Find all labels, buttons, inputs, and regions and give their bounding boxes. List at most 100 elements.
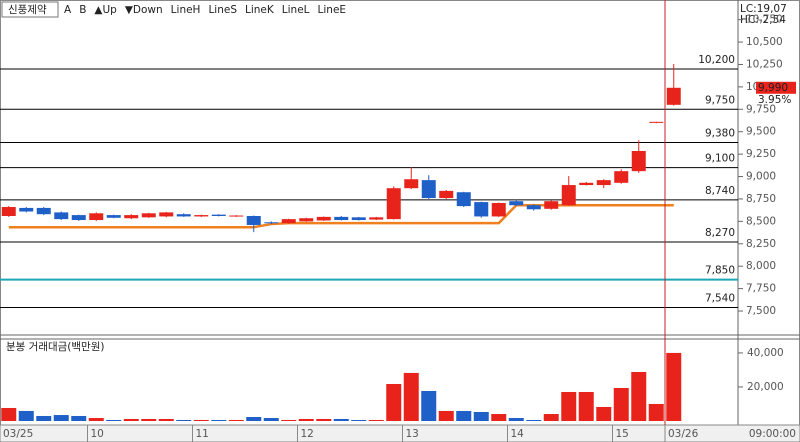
volume-bar xyxy=(141,418,157,421)
volume-bar xyxy=(596,406,612,421)
volume-bar xyxy=(316,418,332,421)
y-tick-label: 9,250 xyxy=(746,148,776,160)
volume-bar xyxy=(473,411,489,421)
x-tick-label: 14 xyxy=(511,428,525,440)
y-tick-label: 10,500 xyxy=(746,36,783,48)
volume-bar xyxy=(18,410,34,421)
volume-bar xyxy=(176,419,192,421)
stat-label: LC:19,07 xyxy=(740,3,787,15)
candle-body xyxy=(176,214,191,217)
candle-body xyxy=(36,207,51,215)
candle-body xyxy=(316,216,331,221)
time-label: 09:00:00 xyxy=(749,428,796,440)
candle-body xyxy=(614,171,629,183)
candle-body xyxy=(491,202,506,217)
y-tick-label: 9,500 xyxy=(746,126,776,138)
stock-name-box xyxy=(1,1,59,18)
y-tick-label: 10,750 xyxy=(746,14,783,26)
level-label: 9,750 xyxy=(705,94,735,106)
level-label: 10,200 xyxy=(698,54,735,66)
current-price: 9,990 xyxy=(758,82,788,94)
volume-bar xyxy=(88,418,104,421)
level-label: 9,100 xyxy=(705,153,735,165)
candle-body xyxy=(194,215,209,217)
candle-body xyxy=(211,214,226,216)
volume-bar xyxy=(648,403,664,421)
candle-body xyxy=(106,215,121,218)
current-price-box xyxy=(756,81,796,94)
volume-bar xyxy=(158,418,174,421)
stat-label: HC:-2,54 xyxy=(740,14,786,26)
candle-body xyxy=(71,215,86,221)
current-change: 3.95% xyxy=(758,94,791,106)
volume-bar xyxy=(386,383,402,421)
y-tick-label: 8,250 xyxy=(746,238,776,250)
candle-body xyxy=(421,180,436,199)
volume-bar xyxy=(123,418,139,421)
candle-body xyxy=(631,150,646,172)
volume-bar xyxy=(211,419,227,421)
candle-body xyxy=(369,217,384,220)
x-tick-label: 15 xyxy=(616,428,629,440)
candle-body xyxy=(229,215,244,217)
legend-item: LineK xyxy=(245,4,275,16)
level-label: 7,540 xyxy=(705,292,735,304)
candle-body xyxy=(404,179,419,189)
volume-bar xyxy=(526,419,542,421)
candle-body xyxy=(89,213,104,221)
y-tick-label: 8,500 xyxy=(746,215,776,227)
volume-bar xyxy=(508,418,524,421)
volume-bar xyxy=(193,419,209,421)
candle-body xyxy=(124,215,139,219)
y-tick-label: 9,750 xyxy=(746,103,776,115)
candle-body xyxy=(159,212,174,217)
candle-body xyxy=(299,218,314,222)
legend-item: LineE xyxy=(318,4,347,16)
candle-body xyxy=(544,201,559,209)
volume-bar xyxy=(613,387,629,421)
volume-bar xyxy=(561,391,577,421)
candle-body xyxy=(456,192,471,207)
candle-body xyxy=(474,202,489,217)
candle-body xyxy=(439,190,454,199)
volume-bar xyxy=(456,410,472,421)
y-tick-label: 10,250 xyxy=(746,58,783,70)
volume-bar xyxy=(36,415,52,421)
level-label: 8,740 xyxy=(705,185,735,197)
candle-body xyxy=(666,87,681,105)
volume-bar xyxy=(71,415,87,421)
volume-bar xyxy=(438,410,454,421)
x-tick-label: 03/25 xyxy=(3,428,33,440)
legend-item: LineH xyxy=(171,4,201,16)
candle-body xyxy=(561,185,576,206)
volume-bar xyxy=(228,419,244,421)
volume-bar xyxy=(53,415,69,421)
candle-body xyxy=(54,212,69,220)
volume-tick-label: 40,000 xyxy=(747,347,784,359)
legend-item: B xyxy=(79,4,86,16)
volume-bar xyxy=(666,352,682,421)
volume-bar xyxy=(631,371,647,421)
level-label: 9,380 xyxy=(705,127,735,139)
candle-body xyxy=(649,121,664,123)
volume-bar xyxy=(106,419,122,421)
volume-bar xyxy=(263,418,279,421)
candle-body xyxy=(264,222,279,224)
volume-bar xyxy=(403,372,419,421)
candle-body xyxy=(509,201,524,206)
y-tick-label: 9,000 xyxy=(746,171,776,183)
candle-body xyxy=(526,205,541,210)
candle-body xyxy=(386,188,401,220)
volume-bar xyxy=(333,418,349,421)
legend-item: A xyxy=(64,4,72,16)
volume-bar xyxy=(578,391,594,421)
volume-bar xyxy=(368,419,384,421)
candle-body xyxy=(351,217,366,221)
x-tick-label: 12 xyxy=(301,428,314,440)
stock-name: 신풍제약 xyxy=(8,4,47,16)
volume-bar xyxy=(298,418,314,421)
y-tick-label: 7,500 xyxy=(746,305,776,317)
y-tick-label: 8,750 xyxy=(746,193,776,205)
candle-body xyxy=(596,180,611,186)
